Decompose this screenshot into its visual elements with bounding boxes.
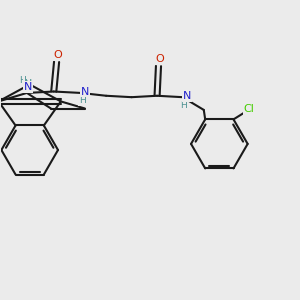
Text: O: O (54, 50, 62, 60)
Text: O: O (155, 54, 164, 64)
Text: N: N (24, 80, 32, 89)
Text: N: N (183, 91, 191, 101)
Text: N: N (81, 86, 89, 97)
Text: N: N (24, 82, 32, 92)
Text: Cl: Cl (244, 104, 254, 115)
Text: H: H (181, 101, 187, 110)
Text: H: H (79, 96, 86, 105)
Text: H: H (19, 76, 26, 85)
